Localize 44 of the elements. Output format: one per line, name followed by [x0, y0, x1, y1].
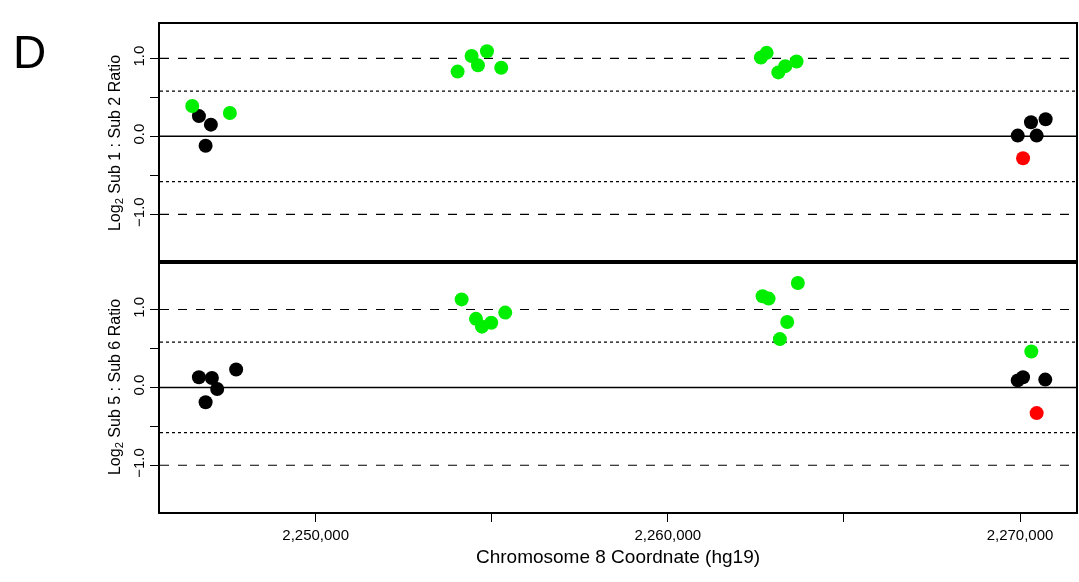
- point: [498, 305, 513, 320]
- point: [759, 45, 774, 60]
- x-tick-label: 2,250,000: [282, 525, 350, 543]
- point: [761, 291, 776, 306]
- point: [494, 60, 509, 75]
- y-tick-label: −1.0: [130, 448, 148, 478]
- point: [479, 44, 494, 59]
- point: [222, 105, 237, 120]
- point: [454, 292, 469, 307]
- y-tick-label: −1.0: [130, 197, 148, 227]
- point: [191, 109, 206, 124]
- point: [1038, 112, 1053, 127]
- point: [203, 117, 218, 132]
- point: [198, 138, 213, 153]
- point: [450, 64, 465, 79]
- point: [1016, 370, 1031, 385]
- point: [229, 362, 244, 377]
- point: [210, 381, 225, 396]
- point: [198, 395, 213, 410]
- point: [772, 332, 787, 347]
- point: [1029, 406, 1044, 421]
- point: [191, 370, 206, 385]
- point: [1029, 128, 1044, 143]
- text: D: [13, 26, 47, 78]
- point: [470, 58, 485, 73]
- point: [1010, 128, 1025, 143]
- point: [780, 314, 795, 329]
- point: [778, 59, 793, 74]
- point: [204, 371, 219, 386]
- point: [1024, 344, 1039, 359]
- point: [185, 98, 200, 113]
- point: [484, 315, 499, 330]
- point: [1016, 151, 1031, 166]
- x-tick-label: 2,260,000: [634, 525, 702, 543]
- x-tick-label: 2,270,000: [986, 525, 1054, 543]
- y-tick-label: 0.0: [130, 374, 148, 396]
- point: [1024, 115, 1038, 130]
- y-tick-label: 1.0: [130, 296, 148, 318]
- x-axis-title: Chromosome 8 Coordnate (hg19): [475, 546, 761, 568]
- point: [789, 54, 804, 69]
- y-tick-label: 1.0: [130, 45, 148, 67]
- point: [790, 276, 805, 291]
- y-tick-label: 0.0: [130, 123, 148, 145]
- point: [1038, 372, 1053, 387]
